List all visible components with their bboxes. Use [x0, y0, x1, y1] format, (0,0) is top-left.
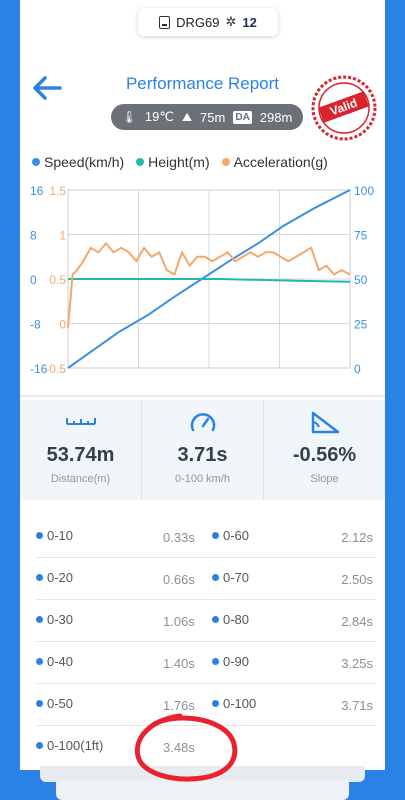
- gauge-icon: [190, 413, 215, 432]
- environment-info: 🌡 19℃ ⛰ 75m DA 298m: [111, 104, 303, 130]
- left-tick-label: 0: [30, 273, 37, 287]
- split-right-time: 2.50s: [341, 572, 373, 587]
- split-left-time: 0.33s: [163, 530, 195, 545]
- split-row: 0-50 1.76s 0-100 3.71s: [36, 684, 376, 726]
- stats-panel: 53.74m Distance(m) 3.71s 0-100 km/h -0.5…: [20, 400, 385, 500]
- hand-drawn-circle: [134, 713, 238, 782]
- bullet-dot: [36, 658, 43, 665]
- chart-legend: Speed(km/h) Height(m) Acceleration(g): [32, 154, 377, 170]
- split-right-time: 3.25s: [341, 656, 373, 671]
- split-left-label: 0-50: [36, 696, 73, 711]
- split-left-label: 0-100(1ft): [36, 738, 103, 753]
- distance-label: Distance(m): [50, 473, 111, 485]
- split-right-time: 2.12s: [341, 530, 373, 545]
- device-badge[interactable]: DRG69 ✲ 12: [138, 8, 278, 36]
- legend-height-label: Height(m): [148, 154, 210, 170]
- satellite-count: 12: [242, 14, 257, 30]
- split-right-time: 2.84s: [341, 614, 373, 629]
- thermometer-icon: 🌡: [121, 110, 137, 124]
- bullet-dot: [36, 700, 43, 707]
- split-right-time: 3.71s: [341, 698, 373, 713]
- splits-table: 0-10 0.33s 0-60 2.12s 0-20 0.66s 0-70 2.50s 0-30…: [36, 516, 376, 768]
- left-tick-label: 8: [30, 229, 37, 243]
- legend-acceleration[interactable]: Acceleration(g): [221, 154, 328, 170]
- stat-acceleration-time: 3.71s 0-100 km/h: [141, 400, 263, 500]
- left-tick-label: -8: [30, 318, 41, 332]
- split-left-label: 0-30: [36, 612, 73, 627]
- split-row: 0-10 0.33s 0-60 2.12s: [36, 516, 376, 558]
- bullet-dot: [36, 742, 43, 749]
- split-left-time: 3.48s: [163, 740, 195, 755]
- bullet-dot: [212, 700, 219, 707]
- inner-tick-label: -0.5: [45, 362, 66, 376]
- inner-tick-label: 0.5: [49, 273, 66, 287]
- slope-icon: [311, 411, 339, 434]
- card-stack-shadow: [40, 766, 365, 782]
- ruler-icon: [65, 418, 96, 425]
- series-height-line: [68, 278, 351, 283]
- satellite-icon: ✲: [225, 14, 237, 29]
- right-tick-label: 75: [354, 229, 368, 243]
- left-tick-label: -16: [30, 362, 48, 376]
- bullet-dot: [212, 658, 219, 665]
- split-left-time: 1.40s: [163, 656, 195, 671]
- right-tick-label: 50: [354, 273, 368, 287]
- split-right-label: 0-70: [212, 570, 249, 585]
- density-altitude-value: 298m: [259, 109, 293, 125]
- split-row: 0-100(1ft) 3.48s: [36, 726, 376, 768]
- legend-speed-label: Speed(km/h): [44, 154, 125, 170]
- split-row: 0-30 1.06s 0-80 2.84s: [36, 600, 376, 642]
- split-row: 0-20 0.66s 0-70 2.50s: [36, 558, 376, 600]
- split-right-label: 0-100: [212, 696, 256, 711]
- legend-height[interactable]: Height(m): [136, 154, 210, 170]
- bullet-dot: [36, 574, 43, 581]
- bullet-dot: [212, 532, 219, 539]
- split-right-label: 0-60: [212, 528, 249, 543]
- device-icon: [159, 15, 171, 29]
- split-left-label: 0-40: [36, 654, 73, 669]
- stat-distance: 53.74m Distance(m): [20, 400, 141, 500]
- stat-slope: -0.56% Slope: [263, 400, 385, 500]
- split-left-time: 1.06s: [163, 614, 195, 629]
- split-row: 0-40 1.40s 0-90 3.25s: [36, 642, 376, 684]
- back-arrow-icon[interactable]: [30, 74, 64, 102]
- split-right-label: 0-90: [212, 654, 249, 669]
- page-title: Performance Report: [125, 74, 280, 93]
- legend-speed[interactable]: Speed(km/h): [32, 154, 124, 170]
- bullet-dot: [36, 532, 43, 539]
- split-right-label: 0-80: [212, 612, 249, 627]
- inner-tick-label: 1.5: [49, 184, 66, 198]
- altitude-value: 75m: [200, 109, 226, 125]
- split-left-time: 0.66s: [163, 572, 195, 587]
- split-left-label: 0-20: [36, 570, 73, 585]
- split-left-label: 0-10: [36, 528, 73, 543]
- mountain-icon: ⛰: [181, 109, 193, 124]
- da-label: DA: [233, 110, 252, 124]
- distance-value: 53.74m: [46, 444, 115, 466]
- section-divider: [20, 395, 385, 397]
- slope-value: -0.56%: [292, 444, 357, 466]
- right-tick-label: 100: [354, 184, 374, 198]
- right-tick-label: 0: [354, 362, 361, 376]
- inner-tick-label: 1: [59, 229, 66, 243]
- left-tick-label: 16: [30, 184, 44, 198]
- acceleration-time-value: 3.71s: [177, 444, 228, 466]
- card-stack-shadow-2: [56, 780, 349, 800]
- bullet-dot: [36, 616, 43, 623]
- inner-tick-label: 0: [59, 318, 66, 332]
- bullet-dot: [212, 616, 219, 623]
- slope-label: Slope: [310, 473, 339, 485]
- right-tick-label: 25: [354, 318, 368, 332]
- temperature-value: 19℃: [144, 109, 174, 124]
- device-name: DRG69: [176, 14, 220, 30]
- acceleration-time-label: 0-100 km/h: [174, 473, 231, 485]
- bullet-dot: [212, 574, 219, 581]
- legend-acceleration-label: Acceleration(g): [233, 154, 328, 170]
- valid-stamp: Valid: [311, 75, 377, 141]
- split-left-time: 1.76s: [163, 698, 195, 713]
- series-acceleration-line: [67, 242, 351, 328]
- performance-chart: 16 8 0 -8 -16 1.5 1 0.5 0 -0.5 100 75 50 25 0: [30, 184, 374, 376]
